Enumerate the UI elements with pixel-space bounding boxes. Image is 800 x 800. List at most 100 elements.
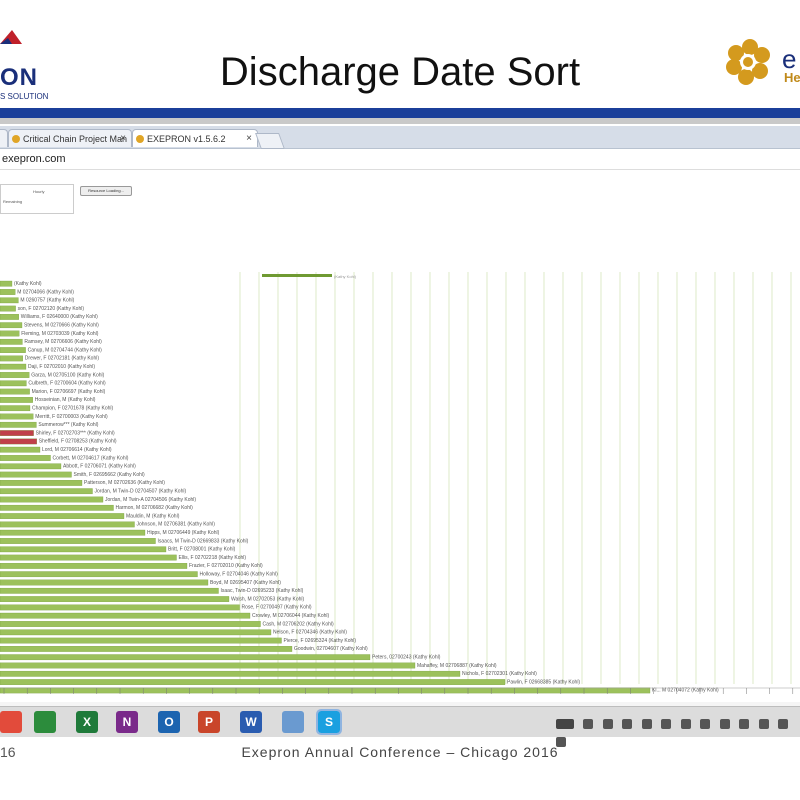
gantt-row-label: Pierce, F 02695324 (Kathy Kohl) (284, 638, 357, 644)
gantt-bar (0, 289, 16, 295)
gantt-bar (0, 563, 188, 569)
resource-loading-button[interactable]: Resource Loading... (80, 186, 132, 196)
project-icon[interactable] (34, 711, 56, 733)
flag-icon[interactable] (758, 718, 769, 729)
gantt-bar (0, 637, 282, 644)
gantt-row-label: Garza, M 02705100 (Kathy Kohl) (31, 372, 104, 378)
network-icon[interactable] (282, 711, 304, 733)
gantt-bar (0, 579, 209, 586)
network-tray-icon[interactable] (777, 718, 788, 729)
gantt-row-label: Sheffield, F 02708253 (Kathy Kohl) (39, 439, 117, 445)
gantt-bar (0, 554, 177, 561)
gantt-bar (0, 355, 23, 362)
gantt-row-label: Shirley, F 02702703*** (Kathy Kohl) (36, 430, 115, 436)
tab-close-icon[interactable]: × (120, 133, 126, 144)
browser-window: Critical Chain Project Man × EXEPRON v1.… (0, 126, 800, 706)
gantt-row-label: Frazier, F 02702010 (Kathy Kohl) (189, 563, 263, 569)
gantt-row-label: Jordan, M Twin-A 02704506 (Kathy Kohl) (105, 497, 196, 503)
hourly-option[interactable]: Hourly (33, 189, 45, 194)
gantt-bar (0, 347, 26, 353)
gantt-row-label: Mahaffey, M 02706887 (Kathy Kohl) (417, 663, 497, 669)
gantt-bar (0, 513, 125, 519)
gantt-row-label: Harmon, M 02706682 (Kathy Kohl) (116, 505, 194, 511)
gantt-bar (0, 363, 27, 370)
gantt-row-label: Daji, F 02702010 (Kathy Kohl) (28, 364, 95, 370)
word-icon[interactable]: W (240, 711, 262, 733)
gantt-bar (0, 380, 27, 387)
logo-left-text: ON (0, 64, 38, 91)
controls-panel: Hourly Remaining (0, 184, 74, 214)
tray-app-icon[interactable] (583, 718, 594, 729)
gantt-row-label: Abbott, F 02706071 (Kathy Kohl) (63, 464, 136, 470)
gantt-row-label: Drewer, F 02702181 (Kathy Kohl) (25, 356, 100, 362)
gantt-row-label: Johnson, M 02706381 (Kathy Kohl) (137, 522, 216, 528)
chrome-icon[interactable] (0, 711, 22, 733)
gantt-row-label: Cash, M 02706202 (Kathy Kohl) (263, 621, 334, 627)
gantt-row-label: Pawlin, F 02668385 (Kathy Kohl) (507, 679, 580, 685)
browser-tab-partial[interactable] (0, 129, 8, 147)
onenote-icon[interactable]: N (116, 711, 138, 733)
browser-tab-critical-chain[interactable]: Critical Chain Project Man × (8, 129, 132, 147)
gantt-bar (0, 338, 23, 345)
gantt-bar (0, 314, 19, 320)
gantt-row-label: Jordan, M Twin-D 02704507 (Kathy Kohl) (95, 489, 187, 495)
gantt-bar (0, 322, 23, 329)
gantt-bar (0, 405, 31, 412)
new-tab-button[interactable] (255, 133, 285, 149)
slide-title: Discharge Date Sort (219, 50, 581, 94)
gantt-bar (0, 446, 41, 453)
gantt-row-label: Holloway, F 02704046 (Kathy Kohl) (200, 572, 279, 578)
address-bar[interactable]: exepron.com (0, 149, 800, 170)
tray-app-icon[interactable] (719, 718, 730, 729)
gantt-bar (0, 670, 461, 677)
remaining-option[interactable]: Remaining (3, 199, 23, 204)
gantt-row-label: M 0260757 (Kathy Kohl) (20, 298, 74, 304)
gantt-row-label: Hosseinian, M (Kathy Kohl) (35, 397, 96, 403)
gantt-bar (0, 571, 198, 578)
gantt-row-label: Lord, M 02706614 (Kathy Kohl) (42, 447, 112, 453)
gantt-row-label: Crowley, M 02706044 (Kathy Kohl) (252, 613, 330, 619)
tab-close-icon[interactable]: × (246, 133, 252, 144)
gantt-row-label: Walsh, M 02702053 (Kathy Kohl) (231, 596, 305, 602)
header-grey-band (0, 118, 800, 124)
gantt-bar (0, 280, 13, 287)
tray-app-icon[interactable] (641, 718, 652, 729)
gantt-bar (0, 529, 146, 536)
exepron-logo-icon (0, 30, 22, 44)
footer-text: Exepron Annual Conference – Chicago 2016 (241, 744, 559, 760)
gantt-row-label: Nichols, F 02702301 (Kathy Kohl) (462, 671, 537, 677)
gantt-bar (0, 463, 62, 470)
keyboard-icon[interactable] (556, 718, 574, 729)
gantt-row-label: Kl... M 02704072 (Kathy Kohl) (652, 688, 719, 694)
tray-app-icon[interactable] (602, 718, 613, 729)
bluetooth-icon[interactable] (739, 718, 750, 729)
gantt-row-label: Isaac, Twin-D 02695233 (Kathy Kohl) (221, 588, 304, 594)
tray-app-icon[interactable] (680, 718, 691, 729)
health-flower-logo-icon (726, 39, 770, 85)
browser-tab-exepron[interactable]: EXEPRON v1.5.6.2 × (132, 129, 258, 147)
tab-favicon-icon (12, 135, 20, 143)
gantt-bar (0, 471, 72, 478)
excel-icon[interactable]: X (76, 711, 98, 733)
gantt-row-label: Champion, F 02701678 (Kathy Kohl) (32, 406, 113, 412)
gantt-row-label: Nelson, F 02704346 (Kathy Kohl) (273, 630, 347, 636)
header-blue-band (0, 108, 800, 118)
gantt-bar (262, 274, 332, 277)
tray-app-icon[interactable] (661, 718, 672, 729)
logo-left-tagline: S SOLUTION (0, 92, 49, 101)
gantt-row-label: Isaacs, M Twin-D 02669833 (Kathy Kohl) (158, 538, 249, 544)
gantt-bar (0, 488, 93, 495)
address-url[interactable]: exepron.com (2, 153, 66, 165)
gantt-bar (0, 305, 16, 312)
tray-app-icon[interactable] (622, 718, 633, 729)
gantt-row-label: Boyd, M 02695407 (Kathy Kohl) (210, 580, 281, 586)
tray-app-icon[interactable] (700, 718, 711, 729)
browser-tab-bar: Critical Chain Project Man × EXEPRON v1.… (0, 126, 800, 149)
powerpoint-icon[interactable]: P (198, 711, 220, 733)
skype-icon[interactable]: S (316, 709, 342, 735)
gantt-row-label: Rose, F 02700497 (Kathy Kohl) (242, 605, 312, 611)
volume-icon[interactable] (556, 736, 566, 747)
gantt-row-label: Marion, F 02706697 (Kathy Kohl) (32, 389, 106, 395)
outlook-icon[interactable]: O (158, 711, 180, 733)
